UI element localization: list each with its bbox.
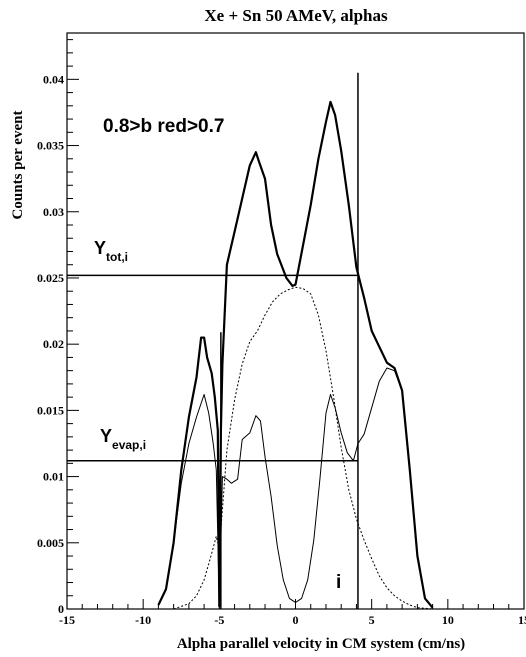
chart-title: Xe + Sn 50 AMeV, alphas: [204, 6, 388, 25]
y-tick-label: 0.03: [43, 205, 64, 219]
x-tick-label: 15: [518, 613, 526, 627]
y-axis-label: Counts per event: [10, 111, 26, 220]
x-tick-label: 10: [442, 613, 454, 627]
y-tick-label: 0.02: [43, 337, 64, 351]
x-tick-label: 0: [293, 613, 299, 627]
plot-frame: [66, 32, 525, 610]
x-tick-label: -15: [59, 613, 75, 627]
y-tick-label: 0: [58, 602, 64, 616]
y-tick-label: 0.025: [37, 271, 64, 285]
x-tick-label: 5: [369, 613, 375, 627]
y-tick-label: 0.035: [37, 139, 64, 153]
reference-lines: [67, 72, 359, 609]
x-tick-label: -10: [135, 613, 151, 627]
series-total: [157, 100, 434, 609]
bin-annotation: i: [336, 572, 341, 593]
series-evaporation: [173, 286, 433, 610]
series-difference: [157, 367, 433, 609]
y-tick-label: 0.01: [43, 470, 64, 484]
yevap-annotation: Yevap,i: [100, 426, 146, 452]
x-tick-label: -5: [214, 613, 224, 627]
series-layer: [157, 100, 434, 610]
x-axis-label: Alpha parallel velocity in CM system (cm…: [177, 636, 465, 652]
cut-annotation: 0.8>b red>0.7: [103, 116, 224, 137]
y-tick-label: 0.015: [37, 403, 64, 417]
y-tick-label: 0.04: [43, 72, 64, 86]
y-tick-label: 0.005: [37, 536, 64, 550]
ytot-annotation: Ytot,i: [94, 238, 128, 264]
